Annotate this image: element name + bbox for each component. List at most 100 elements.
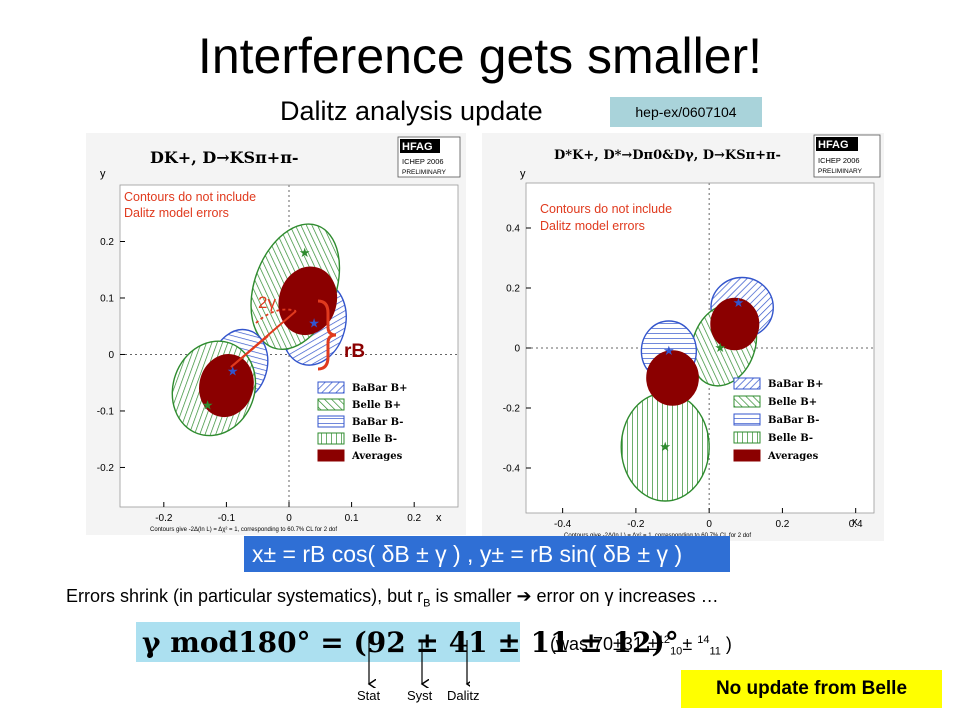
chart-title: DK+, D→KSπ+π-	[150, 148, 299, 167]
previous-text: (was 70±31 ±	[550, 634, 658, 654]
x-tick-label: -0.1	[218, 513, 236, 524]
legend-swatch	[317, 381, 345, 394]
legend-swatch	[733, 377, 761, 390]
rb-label: rB	[344, 341, 365, 362]
previous-sub-2: 11	[709, 645, 721, 658]
previous-sup-2: 14	[697, 634, 710, 646]
legend-label: BaBar B+	[352, 383, 407, 394]
x-axis-label: x	[436, 512, 442, 524]
central-value-marker: ★	[308, 315, 320, 330]
legend-label: Averages	[767, 451, 819, 462]
two-gamma-label: 2γ	[258, 293, 276, 312]
legend-label: Belle B-	[352, 434, 397, 445]
chart-title: D*K+, D*→Dπ0&Dγ, D→KSπ+π-	[554, 148, 781, 163]
hfag-badge: HFAG ICHEP 2006 PRELIMINARY	[397, 136, 461, 178]
conclusion-statement: Errors shrink (in particular systematics…	[66, 586, 719, 610]
hfag-status: PRELIMINARY	[402, 169, 447, 176]
x-tick-label: -0.4	[554, 519, 572, 530]
hfag-status: PRELIMINARY	[818, 168, 863, 175]
error-arrows	[340, 640, 470, 688]
previous-text-mid: ±	[682, 634, 698, 654]
contour-note-line-1: Contours do not include	[540, 202, 672, 216]
contour-average-b-	[710, 297, 760, 351]
y-tick-label: 0	[514, 344, 520, 355]
x-tick-label: -0.2	[627, 519, 645, 530]
x-tick-label: 0.2	[407, 513, 421, 524]
statement-subscript: B	[423, 597, 431, 610]
previous-text-end: )	[720, 634, 732, 654]
gamma-result: γ mod180° = (92 ± 41 ± 11 ± 12)°	[136, 622, 679, 662]
legend-swatch	[317, 398, 345, 411]
syst-label: Syst	[407, 688, 433, 703]
chart-dk-panel: DK+, D→KSπ+π- HFAG ICHEP 2006 PRELIMINAR…	[86, 133, 466, 535]
hfag-badge: HFAG ICHEP 2006 PRELIMINARY	[813, 134, 881, 178]
hfag-conference: ICHEP 2006	[818, 156, 860, 165]
statement-text: Errors shrink (in particular systematics…	[66, 586, 424, 606]
x-axis-label: x	[852, 516, 858, 528]
legend-swatch	[733, 449, 761, 462]
central-value-marker: ★	[733, 295, 745, 310]
legend-label: BaBar B-	[768, 415, 819, 426]
contour-average-b-	[278, 266, 338, 336]
x-tick-label: 0	[706, 519, 712, 530]
legend: BaBar B+ Belle B+ BaBar B- Belle B- Averages	[733, 377, 823, 462]
x-tick-label: -0.2	[155, 513, 173, 524]
x-tick-label: 0.2	[775, 519, 789, 530]
previous-result: (was 70±31 ±1210± 1411 )	[550, 634, 732, 658]
hfag-conference: ICHEP 2006	[402, 157, 444, 166]
interpretation-sketch: 2γ rB	[230, 293, 365, 371]
hfag-logo-text: HFAG	[402, 141, 433, 153]
y-axis-label: y	[100, 168, 106, 180]
y-tick-label: -0.2	[503, 404, 521, 415]
legend-label: BaBar B-	[352, 417, 403, 428]
central-value-marker: ★	[202, 397, 214, 412]
contour-average-b-	[646, 350, 699, 406]
y-tick-label: 0.1	[100, 293, 114, 304]
y-tick-label: -0.2	[97, 463, 115, 474]
chart-dstar-k: D*K+, D*→Dπ0&Dγ, D→KSπ+π- HFAG ICHEP 200…	[482, 133, 884, 541]
y-tick-label: 0	[108, 350, 114, 361]
y-axis-label: y	[520, 168, 526, 180]
slide-title: Interference gets smaller!	[197, 28, 763, 84]
formula-banner: x± = rB cos( δB ± γ ) , y± = rB sin( δB …	[244, 536, 730, 572]
legend-swatch	[733, 431, 761, 444]
x-tick-label: 0.4	[849, 519, 863, 530]
legend-swatch	[317, 415, 345, 428]
contour-footnote: Contours give -2Δ(ln L) = Δχ² = 1, corre…	[150, 527, 337, 533]
x-tick-label: 0.1	[345, 513, 359, 524]
formula-text: x± = rB cos( δB ± γ ) , y± = rB sin( δB …	[252, 540, 683, 567]
legend-label: BaBar B+	[768, 379, 823, 390]
legend-label: Belle B-	[768, 433, 813, 444]
legend-swatch	[317, 449, 345, 462]
legend-swatch	[733, 395, 761, 408]
y-tick-label: -0.1	[97, 406, 115, 417]
legend-swatch	[317, 432, 345, 445]
hfag-logo-text: HFAG	[818, 139, 849, 151]
contour-note-line-2: Dalitz model errors	[124, 206, 229, 220]
legend-swatch	[733, 413, 761, 426]
statement-text-end: is smaller ➔ error on γ increases …	[430, 586, 719, 606]
legend-label: Belle B+	[768, 397, 817, 408]
y-tick-label: 0.2	[100, 237, 114, 248]
previous-sup-1: 12	[657, 634, 671, 646]
slide-subtitle: Dalitz analysis update	[280, 96, 543, 126]
dalitz-label: Dalitz	[447, 688, 480, 703]
gamma-result-text: γ mod180° = (92 ± 41 ± 11 ± 12)°	[142, 625, 679, 659]
legend-label: Belle B+	[352, 400, 401, 411]
contour-average-b-	[199, 354, 254, 418]
stat-label: Stat	[357, 688, 381, 703]
central-value-marker: ★	[663, 343, 675, 358]
legend-label: Averages	[351, 451, 403, 462]
central-value-marker: ★	[714, 340, 726, 355]
previous-sub-1: 10	[670, 645, 683, 658]
reference-badge: hep-ex/0607104	[610, 97, 762, 127]
contour-note-line-2: Dalitz model errors	[540, 219, 645, 233]
belle-note: No update from Belle	[681, 670, 942, 708]
central-value-marker: ★	[659, 439, 671, 454]
central-value-marker: ★	[227, 363, 239, 378]
x-tick-label: 0	[286, 513, 292, 524]
chart-dstar-panel: D*K+, D*→Dπ0&Dγ, D→KSπ+π- HFAG ICHEP 200…	[482, 133, 884, 541]
y-tick-label: 0.4	[506, 224, 520, 235]
contour-note-line-1: Contours do not include	[124, 190, 256, 204]
legend: BaBar B+ Belle B+ BaBar B- Belle B- Averages	[317, 381, 407, 462]
